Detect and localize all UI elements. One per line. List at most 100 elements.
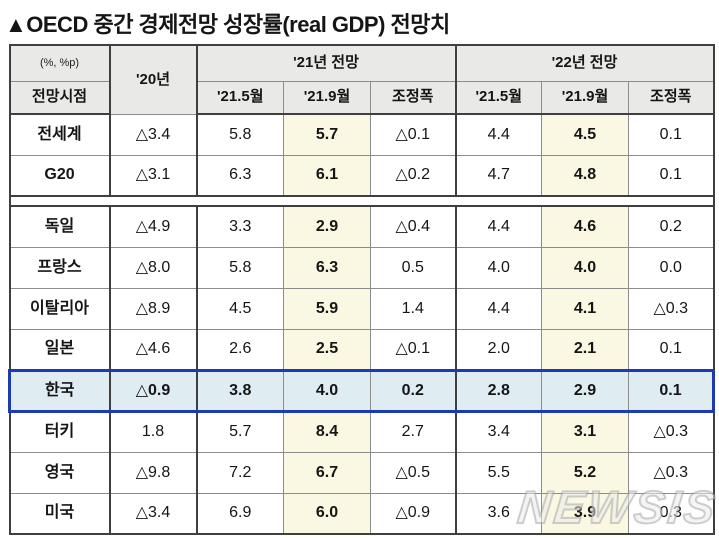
- cell-2020: △0.9: [109, 368, 198, 413]
- cell-2020: △3.4: [109, 113, 198, 156]
- cell-21-sep: 6.1: [283, 154, 371, 197]
- cell-22-may: 4.4: [455, 287, 542, 330]
- row-label: 일본: [9, 328, 111, 371]
- cell-21-adj: △0.2: [370, 154, 457, 197]
- cell-22-adj: 0.1: [628, 368, 715, 413]
- cell-21-sep: 5.7: [283, 113, 371, 156]
- cell-21-adj: △0.5: [370, 451, 457, 494]
- cell-2020: △8.0: [109, 246, 198, 289]
- cell-22-sep: 4.0: [541, 246, 629, 289]
- cell-22-sep: 3.1: [541, 410, 629, 453]
- table-row-world: 전세계 △3.4 5.8 5.7 △0.1 4.4 4.5 0.1: [9, 113, 714, 156]
- cell-22-adj: 0.1: [628, 154, 714, 197]
- table-row-uk: 영국 △9.8 7.2 6.7 △0.5 5.5 5.2 △0.3: [9, 451, 714, 494]
- table-row-japan: 일본 △4.6 2.6 2.5 △0.1 2.0 2.1 0.1: [9, 328, 714, 371]
- cell-21-sep: 2.5: [283, 328, 371, 371]
- row-label: 영국: [9, 451, 111, 494]
- cell-21-may: 6.3: [196, 154, 284, 197]
- table-body: 전세계 △3.4 5.8 5.7 △0.1 4.4 4.5 0.1 G20 △3…: [8, 113, 715, 535]
- cell-22-sep: 2.9: [541, 368, 629, 413]
- row-label: 한국: [8, 368, 111, 413]
- cell-21-may: 6.9: [196, 492, 284, 535]
- cell-22-may: 4.0: [455, 246, 542, 289]
- table-row-usa: 미국 △3.4 6.9 6.0 △0.9 3.6 3.9 0.3: [9, 492, 714, 535]
- row-label: 독일: [9, 205, 111, 248]
- cell-21-may: 7.2: [196, 451, 284, 494]
- cell-21-sep: 6.7: [283, 451, 371, 494]
- cell-21-adj: 0.2: [370, 368, 457, 413]
- table-row-germany: 독일 △4.9 3.3 2.9 △0.4 4.4 4.6 0.2: [9, 205, 714, 248]
- cell-21-adj: △0.1: [370, 113, 457, 156]
- row-label: 미국: [9, 492, 111, 535]
- cell-22-adj: 0.1: [628, 113, 714, 156]
- cell-22-adj: △0.3: [628, 451, 714, 494]
- col-header-2020: '20년: [109, 44, 198, 115]
- unit-label: (%, %p): [9, 44, 111, 82]
- table-row-korea-highlighted: 한국 △0.9 3.8 4.0 0.2 2.8 2.9 0.1: [8, 368, 715, 413]
- cell-21-adj: 1.4: [370, 287, 457, 330]
- cell-21-adj: △0.9: [370, 492, 457, 535]
- cell-22-may: 3.4: [455, 410, 542, 453]
- cell-22-sep: 4.6: [541, 205, 629, 248]
- col-header-21-may: '21.5월: [196, 80, 284, 115]
- cell-22-may: 4.4: [455, 205, 542, 248]
- cell-22-may: 3.6: [455, 492, 542, 535]
- forecast-table: (%, %p) '20년 '21년 전망 '22년 전망 전망시점 '21.5월…: [8, 44, 715, 535]
- cell-21-sep: 6.3: [283, 246, 371, 289]
- cell-22-sep: 2.1: [541, 328, 629, 371]
- table-header: (%, %p) '20년 '21년 전망 '22년 전망 전망시점 '21.5월…: [9, 44, 714, 115]
- cell-22-adj: 0.3: [628, 492, 714, 535]
- cell-2020: △9.8: [109, 451, 198, 494]
- cell-21-may: 5.7: [196, 410, 284, 453]
- cell-21-sep: 6.0: [283, 492, 371, 535]
- table-row-france: 프랑스 △8.0 5.8 6.3 0.5 4.0 4.0 0.0: [9, 246, 714, 289]
- cell-21-may: 3.8: [196, 368, 284, 413]
- cell-22-may: 5.5: [455, 451, 542, 494]
- row-label: 터키: [9, 410, 111, 453]
- table-row-turkey: 터키 1.8 5.7 8.4 2.7 3.4 3.1 △0.3: [9, 410, 714, 453]
- cell-21-may: 5.8: [196, 246, 284, 289]
- table-row-g20: G20 △3.1 6.3 6.1 △0.2 4.7 4.8 0.1: [9, 154, 714, 197]
- cell-22-sep: 4.1: [541, 287, 629, 330]
- col-header-21-sep: '21.9월: [283, 80, 371, 115]
- cell-22-adj: △0.3: [628, 287, 714, 330]
- cell-22-sep: 4.5: [541, 113, 629, 156]
- cell-21-may: 4.5: [196, 287, 284, 330]
- cell-21-adj: 0.5: [370, 246, 457, 289]
- row-label: G20: [9, 154, 111, 197]
- col-group-2022: '22년 전망: [455, 44, 714, 82]
- cell-22-sep: 4.8: [541, 154, 629, 197]
- cell-22-sep: 5.2: [541, 451, 629, 494]
- separator-row: [8, 195, 715, 207]
- table-row-italy: 이탈리아 △8.9 4.5 5.9 1.4 4.4 4.1 △0.3: [9, 287, 714, 330]
- col-header-22-sep: '21.9월: [541, 80, 629, 115]
- cell-2020: 1.8: [109, 410, 198, 453]
- cell-21-may: 2.6: [196, 328, 284, 371]
- cell-22-adj: 0.2: [628, 205, 714, 248]
- cell-22-may: 2.0: [455, 328, 542, 371]
- cell-22-adj: △0.3: [628, 410, 714, 453]
- row-label: 전세계: [9, 113, 111, 156]
- col-group-2021: '21년 전망: [196, 44, 457, 82]
- cell-22-may: 4.4: [455, 113, 542, 156]
- corner-label: 전망시점: [9, 80, 111, 115]
- cell-21-sep: 2.9: [283, 205, 371, 248]
- cell-21-adj: △0.4: [370, 205, 457, 248]
- cell-2020: △3.1: [109, 154, 198, 197]
- row-label: 이탈리아: [9, 287, 111, 330]
- header-row-groups: (%, %p) '20년 '21년 전망 '22년 전망: [9, 44, 714, 115]
- cell-22-may: 4.7: [455, 154, 542, 197]
- cell-22-adj: 0.1: [628, 328, 714, 371]
- cell-2020: △3.4: [109, 492, 198, 535]
- cell-22-sep: 3.9: [541, 492, 629, 535]
- col-header-22-adj: 조정폭: [628, 80, 714, 115]
- cell-21-may: 3.3: [196, 205, 284, 248]
- row-label: 프랑스: [9, 246, 111, 289]
- cell-21-adj: △0.1: [370, 328, 457, 371]
- cell-21-sep: 4.0: [283, 368, 371, 413]
- col-header-22-may: '21.5월: [455, 80, 542, 115]
- cell-2020: △4.6: [109, 328, 198, 371]
- cell-21-may: 5.8: [196, 113, 284, 156]
- cell-2020: △8.9: [109, 287, 198, 330]
- cell-21-adj: 2.7: [370, 410, 457, 453]
